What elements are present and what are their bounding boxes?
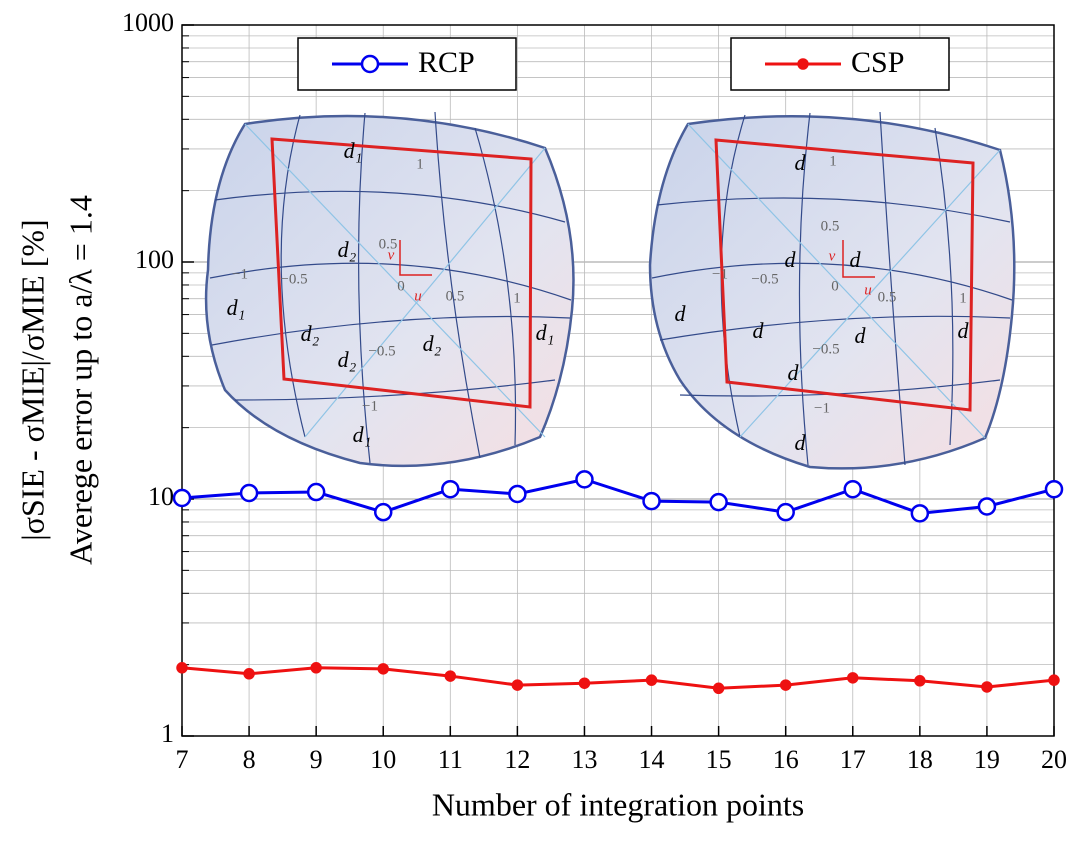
data-point (575, 470, 594, 489)
inset-label: d₁ (536, 320, 555, 345)
inset-label: 0.5 (821, 218, 840, 234)
data-point (176, 662, 188, 674)
data-point (847, 672, 859, 684)
inset-label: d₁ (353, 422, 372, 447)
plot-frame (181, 24, 1055, 737)
y-tick-label: 1000 (122, 8, 174, 37)
inset-label: −1 (814, 400, 830, 416)
data-point (172, 488, 192, 508)
inset-label: d₂ (338, 237, 357, 262)
inset-label: d₁ (227, 295, 246, 320)
x-tick-label: 19 (974, 745, 1000, 774)
x-tick-label: 10 (370, 745, 396, 774)
x-tick-label: 12 (504, 745, 530, 774)
inset-label: v (388, 247, 395, 263)
data-point (642, 491, 661, 511)
data-point (444, 670, 457, 682)
inset-label: −0.5 (751, 271, 778, 287)
inset-label: 0.5 (878, 289, 897, 305)
inset-label: 0.5 (379, 236, 398, 252)
data-point (779, 679, 792, 691)
x-tick-label: 18 (907, 745, 933, 774)
series-line (181, 666, 1055, 690)
inset-left (204, 111, 575, 468)
y-axis-label: |σSIE - σMIE|/σMIE [%] (14, 219, 50, 540)
data-point (977, 497, 997, 516)
x-tick-label: 20 (1041, 745, 1067, 774)
data-point (843, 479, 863, 499)
surface (648, 114, 1016, 470)
inset-label: 1 (513, 290, 521, 306)
inset-label: d (753, 318, 765, 343)
data-point (239, 483, 259, 503)
data-point (910, 504, 930, 523)
inset-label: d (850, 247, 862, 272)
data-point (441, 479, 460, 499)
data-point (1044, 479, 1064, 499)
inset-label: −0.5 (280, 271, 307, 287)
x-tick-label: 7 (176, 745, 189, 774)
data-point (243, 668, 255, 680)
y-tick-label: 10 (148, 482, 174, 511)
data-point (981, 681, 993, 693)
legend-marker (797, 58, 809, 70)
data-point (373, 502, 393, 522)
inset-label: u (864, 282, 872, 298)
x-tick-label: 14 (639, 745, 665, 774)
data-point (310, 662, 322, 674)
inset-label: d (855, 323, 867, 348)
inset-label: 1 (829, 153, 837, 169)
x-tick-label: 16 (773, 745, 799, 774)
data-point (511, 679, 524, 691)
inset-label: d (675, 301, 687, 326)
data-point (1048, 674, 1060, 686)
data-point (578, 677, 591, 689)
y-tick-label: 1 (161, 719, 174, 748)
x-tick-label: 17 (840, 745, 866, 774)
inset-label: d₂ (423, 331, 442, 356)
x-tick-label: 11 (438, 745, 463, 774)
legend-marker (360, 54, 380, 74)
inset-label: −1 (362, 398, 378, 414)
inset-label: 0 (831, 278, 839, 294)
data-point (645, 674, 658, 686)
inset-label: d (958, 318, 970, 343)
data-point (306, 482, 326, 502)
inset-label: d₂ (301, 321, 320, 346)
legend-label: CSP (851, 46, 904, 79)
data-point (776, 502, 795, 522)
inset-label: 1 (416, 156, 424, 172)
data-point (709, 492, 728, 512)
y-tick-label: 100 (135, 245, 174, 274)
inset-label: d₂ (338, 347, 357, 372)
inset-label: −0.5 (368, 343, 395, 359)
x-tick-label: 9 (310, 745, 323, 774)
legend-label: RCP (418, 46, 475, 79)
inset-right (648, 111, 1016, 470)
inset-label: −1 (232, 266, 248, 282)
inset-label: v (829, 248, 836, 264)
inset-label: d (795, 430, 807, 455)
data-point (377, 663, 389, 675)
data-point (914, 675, 926, 687)
inset-label: d (785, 247, 797, 272)
inset-label: −0.5 (812, 341, 839, 357)
inset-label: d₁ (344, 138, 363, 163)
inset-label: 0.5 (446, 288, 465, 304)
inset-label: d (788, 360, 800, 385)
x-tick-label: 13 (571, 745, 597, 774)
inset-label: 0 (397, 278, 405, 294)
data-point (508, 484, 527, 504)
series-line (181, 477, 1055, 515)
inset-label: 1 (959, 290, 967, 306)
data-point (712, 682, 725, 695)
x-axis-label: Number of integration points (432, 786, 804, 822)
y-axis-label: Averege error up to a/λ = 1.4 (62, 195, 98, 565)
inset-label: −1 (712, 266, 728, 282)
x-tick-label: 8 (243, 745, 256, 774)
inset-label: u (414, 288, 422, 304)
inset-label: d (795, 150, 807, 175)
x-tick-label: 15 (706, 745, 732, 774)
